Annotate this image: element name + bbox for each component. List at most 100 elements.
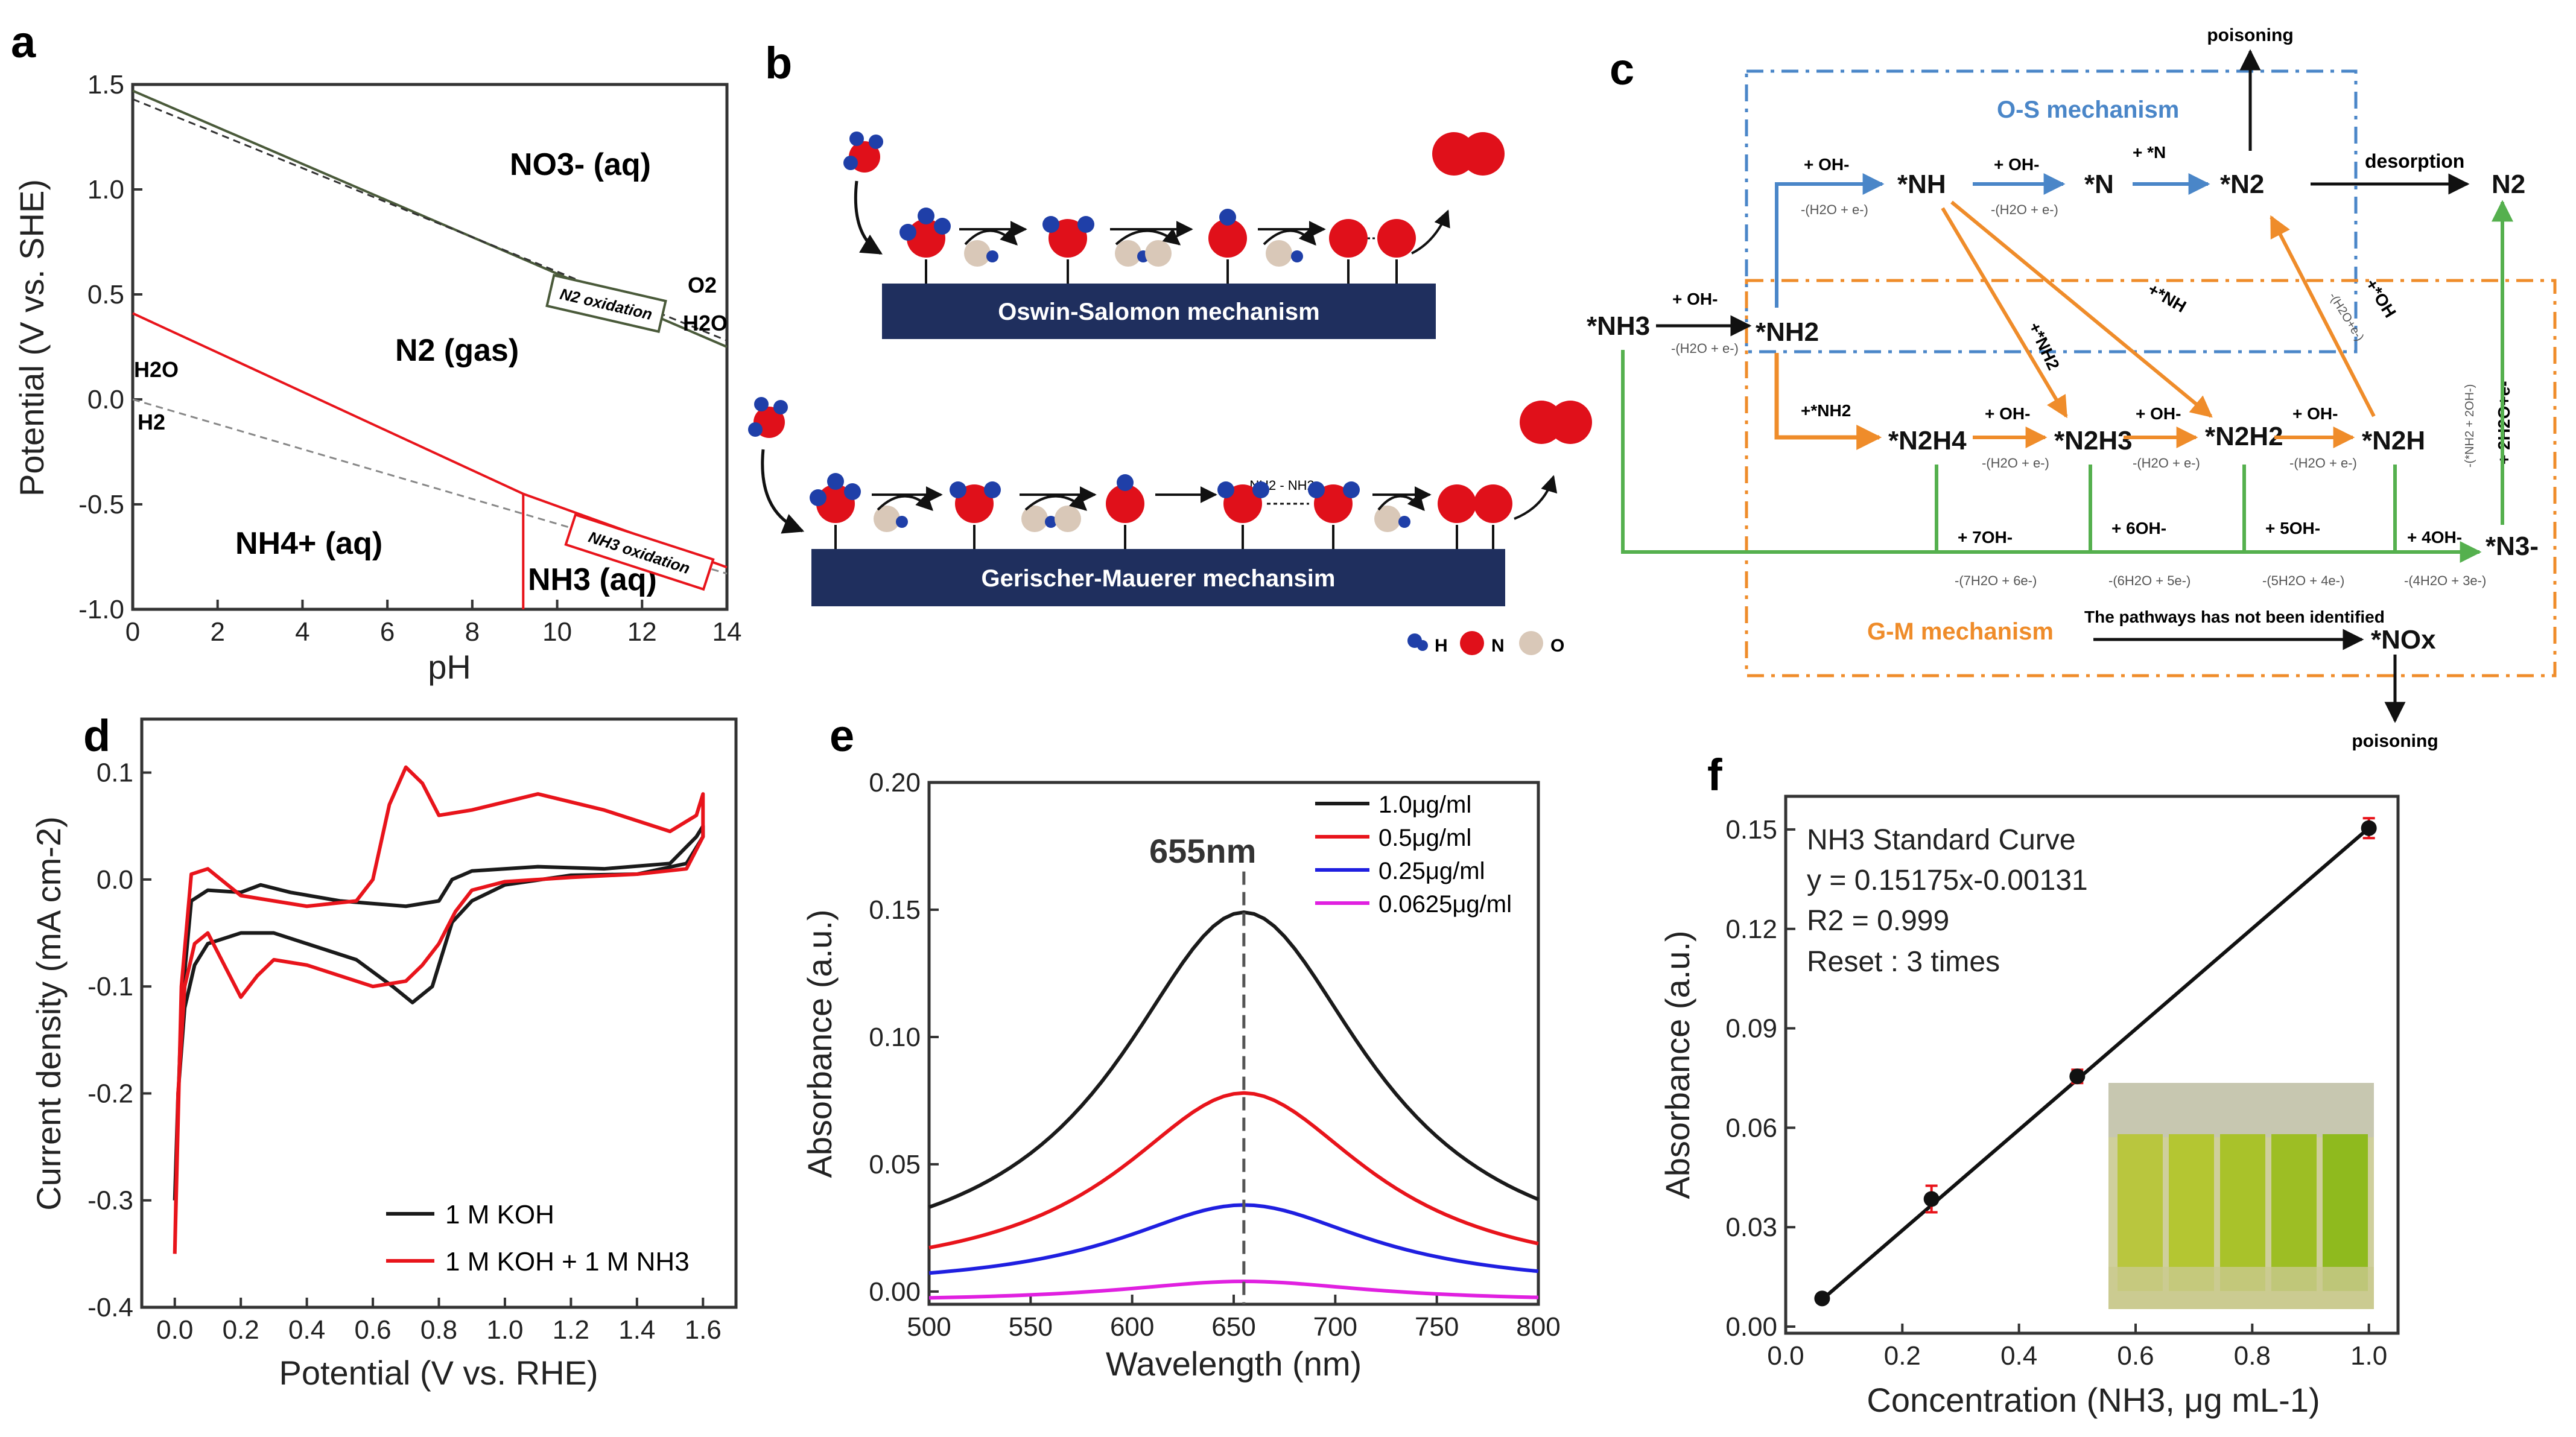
cv-x-tick-label: 1.0 xyxy=(486,1315,523,1345)
pourbaix-x-tick-label: 14 xyxy=(712,617,742,647)
std-y-tick-label: 0.15 xyxy=(1725,815,1777,845)
uv-legend-0: 1.0μg/ml xyxy=(1378,791,1471,818)
gm-mechanism-label: G-M mechanism xyxy=(1867,618,2054,645)
std-annot-equation: y = 0.15175x-0.00131 xyxy=(1807,864,2088,896)
cv-curve-0 xyxy=(173,824,705,1201)
legend-n-label: N xyxy=(1491,636,1505,656)
std-x-tick-label: 0.2 xyxy=(1884,1341,1921,1371)
label-o2: O2 xyxy=(688,273,717,297)
std-x-tick-label: 0.0 xyxy=(1767,1341,1804,1371)
sub-7oh: -(7H2O + 6e-) xyxy=(1955,573,2037,588)
os-title: Oswin-Salomon mechanism xyxy=(998,299,1319,325)
std-y-label: Absorbance (a.u.) xyxy=(1658,930,1696,1199)
gm-product-n2 xyxy=(1520,401,1592,444)
pourbaix-y-tick-label: 1.0 xyxy=(87,175,124,205)
step-5oh: + 5OH- xyxy=(2265,519,2320,538)
pourbaix-x-tick-label: 8 xyxy=(465,617,480,647)
unidentified-label: The pathways has not been identified xyxy=(2084,607,2385,626)
pourbaix-y-label: Potential (V vs. SHE) xyxy=(13,179,51,496)
uv-curve-2 xyxy=(928,1203,1539,1275)
gm-adsorbates xyxy=(810,473,1512,549)
pourbaix-line-2 xyxy=(132,312,524,495)
species-n2h3: *N2H3 xyxy=(2054,426,2133,455)
std-axes xyxy=(1784,795,2400,1335)
pourbaix-x-tick-label: 4 xyxy=(295,617,309,647)
std-fit-line xyxy=(1821,826,2370,1301)
region-nh4: NH4+ (aq) xyxy=(235,526,382,561)
pourbaix-y-tick-label: -1.0 xyxy=(78,595,124,624)
cv-curves xyxy=(173,765,705,1254)
os-molecule-start xyxy=(843,132,883,173)
std-x-label: Concentration (NH3, μg mL-1) xyxy=(1867,1381,2320,1419)
os-substrate xyxy=(882,284,1436,339)
uv-x-tick-label: 800 xyxy=(1516,1312,1560,1342)
uv-legend-1: 0.5μg/ml xyxy=(1378,825,1471,851)
cv-legend: 1 M KOH 1 M KOH + 1 M NH3 xyxy=(386,1200,690,1277)
uv-curve-1 xyxy=(928,1091,1539,1250)
region-n2: N2 (gas) xyxy=(395,333,519,368)
step-oh-n2h2: + OH- xyxy=(2292,404,2338,423)
poisoning-bottom: poisoning xyxy=(2352,731,2438,751)
std-y-tick-label: 0.00 xyxy=(1725,1312,1777,1342)
step-oh-nh-n: + OH- xyxy=(1994,155,2039,174)
cv-axes xyxy=(140,717,738,1309)
sub-nh2-nh: -(H2O + e-) xyxy=(1801,202,1868,217)
gm-molecule-start xyxy=(748,397,788,438)
peak-label: 655nm xyxy=(1149,832,1256,870)
cv-y-tick-label: 0.0 xyxy=(97,865,133,895)
std-x-tick-label: 0.8 xyxy=(2234,1341,2271,1371)
std-data-point xyxy=(1814,1290,1830,1307)
pourbaix-x-tick-label: 0 xyxy=(125,617,140,647)
species-nh: *NH xyxy=(1897,170,1946,199)
desorption-label: desorption xyxy=(2365,150,2464,172)
panel-c: c O-S mechanism G-M mechanism *NH3 *NH2 … xyxy=(1587,25,2557,751)
std-y-tick-label: 0.06 xyxy=(1725,1113,1777,1143)
uv-x-tick-label: 600 xyxy=(1110,1312,1154,1342)
panel-e: e 500 550 600 650 700 750 800 0.00 0.05 0.10 0.15 0… xyxy=(801,711,1561,1383)
cv-y-tick-label: 0.1 xyxy=(97,758,133,788)
species-n2-adsorbed: *N2 xyxy=(2220,170,2264,199)
label-h2o-top: H2O xyxy=(683,311,728,335)
step-plus-nh2: +*NH2 xyxy=(1801,401,1851,420)
label-h2: H2 xyxy=(138,410,165,434)
species-n: *N xyxy=(2084,170,2114,199)
uv-legend-2: 0.25μg/ml xyxy=(1378,858,1485,884)
cv-legend-koh: 1 M KOH xyxy=(445,1200,554,1229)
os-mechanism-box xyxy=(1745,69,2358,354)
panel-label-d: d xyxy=(83,711,110,761)
pourbaix-x-tick-label: 10 xyxy=(542,617,572,647)
panel-label-c: c xyxy=(1610,44,1634,94)
step-7oh: + 7OH- xyxy=(1958,528,2013,547)
pourbaix-x-tick-label: 2 xyxy=(210,617,224,647)
gm-approach-arrow xyxy=(761,449,805,534)
cv-x-tick-label: 1.6 xyxy=(685,1315,722,1345)
uv-curve-3 xyxy=(928,1280,1539,1300)
panel-f: f 0.0 0.2 0.4 0.6 0.8 1.0 0.00 0.03 0.06 0.09 0.12… xyxy=(1658,750,2400,1419)
diag-plus-nh2: +*NH2 xyxy=(2025,319,2063,373)
species-n2h: *N2H xyxy=(2362,426,2425,455)
gm-substrate xyxy=(811,549,1505,606)
species-nh2: *NH2 xyxy=(1756,317,1819,347)
sub-6oh: -(6H2O + 5e-) xyxy=(2108,573,2191,588)
os-approach-arrow xyxy=(854,180,883,255)
legend-n-swatch xyxy=(1460,631,1484,655)
cv-y-tick-label: -0.2 xyxy=(87,1079,133,1108)
pourbaix-x-tick-label: 6 xyxy=(380,617,395,647)
diag-plus-nh: +*NH xyxy=(2145,279,2189,316)
n3-to-n2-label-b: -(*NH2 + 2OH-) xyxy=(2463,384,2476,468)
pourbaix-y-tick-label: 1.5 xyxy=(87,70,124,100)
std-data-point xyxy=(2361,820,2377,836)
panel-label-f: f xyxy=(1707,750,1722,800)
pourbaix-line-4 xyxy=(132,398,728,575)
step-oh-n2h3: + OH- xyxy=(2136,404,2181,423)
sub-nh-n: -(H2O + e-) xyxy=(1991,202,2058,217)
cv-x-tick-label: 1.2 xyxy=(553,1315,589,1345)
cv-curve-1 xyxy=(173,765,705,1254)
pourbaix-y-tick-label: 0.0 xyxy=(87,385,124,414)
panel-label-e: e xyxy=(830,711,854,761)
cv-ticks: 0.0 0.2 0.4 0.6 0.8 1.0 1.2 1.4 1.6 0.1 0.0 -0.1 -0.… xyxy=(87,758,722,1345)
cv-y-label: Current density (mA cm-2) xyxy=(30,816,68,1211)
uv-y-tick-label: 0.10 xyxy=(869,1023,921,1052)
std-x-tick-label: 0.4 xyxy=(2000,1341,2037,1371)
